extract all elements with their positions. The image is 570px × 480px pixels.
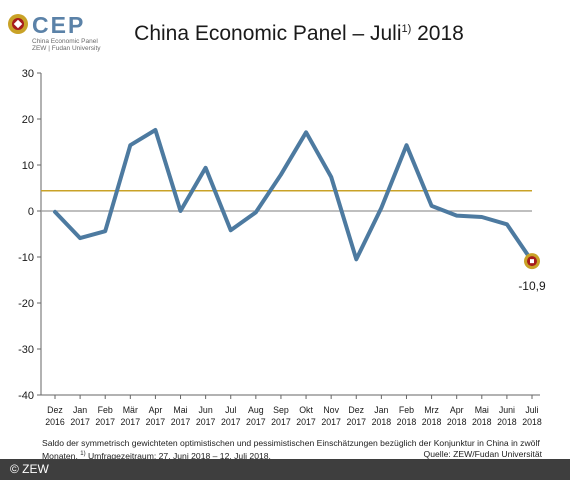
- data-point: [254, 210, 258, 214]
- footer-bar: © ZEW: [0, 459, 570, 480]
- y-tick-label: 30: [22, 68, 34, 80]
- x-tick-label-month: Apr: [149, 405, 163, 415]
- series-line: [53, 128, 534, 264]
- x-tick-label-year: 2017: [70, 417, 90, 427]
- data-point: [179, 209, 183, 213]
- x-tick-label-year: 2017: [321, 417, 341, 427]
- data-point: [229, 228, 233, 232]
- x-tick-label-year: 2017: [95, 417, 115, 427]
- y-tick-label: -10: [18, 252, 34, 264]
- cep-logo-subtitle-line2: ZEW | Fudan University: [32, 45, 101, 52]
- data-point: [430, 204, 434, 208]
- chart-title-main: China Economic Panel – Juli: [134, 22, 402, 45]
- x-tick-label-month: Juni: [499, 405, 515, 415]
- x-tick-label-year: 2018: [522, 417, 542, 427]
- x-tick-label-year: 2017: [171, 417, 191, 427]
- footnote-mark: 1): [80, 451, 86, 457]
- cep-logo-subtitle: China Economic Panel ZEW | Fudan Univers…: [32, 38, 132, 52]
- x-tick-label-month: Feb: [98, 405, 113, 415]
- last-value-label: -10,9: [518, 279, 546, 293]
- chart-footnote: Saldo der symmetrisch gewichteten optimi…: [42, 438, 552, 462]
- x-tick-label-month: Aug: [248, 405, 264, 415]
- x-tick-label-month: Feb: [399, 405, 414, 415]
- footnote-line2: Monaten. 1) Umfragezeitraum: 27. Juni 20…: [42, 449, 552, 462]
- x-tick-label-year: 2018: [497, 417, 517, 427]
- x-tick-label-month: Mai: [173, 405, 187, 415]
- x-tick-label-year: 2017: [246, 417, 266, 427]
- data-point: [204, 166, 208, 170]
- x-tick-label-year: 2018: [472, 417, 492, 427]
- chart-title-year: 2018: [411, 22, 464, 45]
- y-tick-label: 10: [22, 160, 34, 172]
- data-point: [329, 175, 333, 179]
- x-tick-label-month: Dez: [47, 405, 63, 415]
- data-point: [480, 215, 484, 219]
- x-tick-label-month: Dez: [348, 405, 364, 415]
- x-tick-label-year: 2018: [372, 417, 392, 427]
- x-tick-label-month: Nov: [323, 405, 339, 415]
- x-tick-label-year: 2017: [271, 417, 291, 427]
- data-point: [78, 236, 82, 240]
- x-tick-label-month: Okt: [299, 405, 313, 415]
- x-tick-label-month: Juli: [525, 405, 538, 415]
- x-tick-label-month: Mai: [475, 405, 489, 415]
- footnote-line2-text: Monaten.: [42, 450, 78, 461]
- y-tick-label: -40: [18, 390, 34, 402]
- data-point: [103, 229, 107, 233]
- cep-logo-subtitle-line1: China Economic Panel: [32, 38, 98, 45]
- x-tick-label-year: 2018: [447, 417, 467, 427]
- x-tick-label-month: Jul: [225, 405, 236, 415]
- data-point: [379, 206, 383, 210]
- x-tick-label-year: 2016: [45, 417, 65, 427]
- footnote-line1: Saldo der symmetrisch gewichteten optimi…: [42, 438, 540, 448]
- data-point: [455, 214, 459, 218]
- cep-logo-emblem: [8, 14, 28, 34]
- x-tick-label-month: Mär: [123, 405, 138, 415]
- x-tick-label-year: 2017: [146, 417, 166, 427]
- x-tick-label-month: Jan: [73, 405, 87, 415]
- data-point: [354, 257, 358, 261]
- x-tick-label-month: Jan: [374, 405, 388, 415]
- x-tick-label-month: Jun: [199, 405, 213, 415]
- data-point: [153, 128, 157, 132]
- x-tick-label-year: 2017: [221, 417, 241, 427]
- y-tick-label: -20: [18, 298, 34, 310]
- data-point: [128, 143, 132, 147]
- x-tick-label-year: 2017: [196, 417, 216, 427]
- x-tick-label-month: Mrz: [424, 405, 439, 415]
- data-point: [53, 210, 57, 214]
- x-tick-label-month: Apr: [450, 405, 464, 415]
- x-tick-label-month: Sep: [273, 405, 289, 415]
- data-point: [404, 143, 408, 147]
- cep-logo-name: CEP: [32, 12, 86, 38]
- footnote-survey-period: Umfragezeitraum: 27. Juni 2018 – 12. Jul…: [85, 450, 271, 461]
- data-point: [279, 173, 283, 177]
- cep-logo: CEP China Economic Panel ZEW | Fudan Uni…: [8, 12, 128, 52]
- chart-title-footnote-mark: 1): [401, 23, 412, 35]
- y-tick-label: -30: [18, 344, 34, 356]
- y-tick-label: 20: [22, 114, 34, 126]
- x-tick-label-year: 2017: [121, 417, 141, 427]
- data-point: [304, 130, 308, 134]
- x-tick-label-year: 2017: [296, 417, 316, 427]
- chart-source: Quelle: ZEW/Fudan Universität: [423, 449, 542, 459]
- chart-title: China Economic Panel – Juli1) 2018: [0, 22, 570, 46]
- copyright-text: © ZEW: [10, 462, 49, 476]
- x-tick-label-year: 2018: [397, 417, 417, 427]
- data-point: [505, 222, 509, 226]
- last-point-marker-center: [530, 259, 534, 264]
- x-tick-label-year: 2017: [346, 417, 366, 427]
- y-tick-label: 0: [28, 206, 34, 218]
- x-tick-label-year: 2018: [422, 417, 442, 427]
